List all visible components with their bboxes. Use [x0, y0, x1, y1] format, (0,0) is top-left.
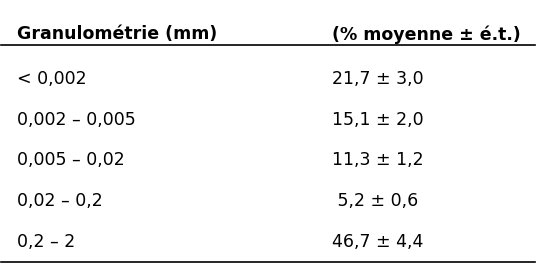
Text: 0,02 – 0,2: 0,02 – 0,2: [17, 192, 103, 210]
Text: < 0,002: < 0,002: [17, 70, 87, 88]
Text: 5,2 ± 0,6: 5,2 ± 0,6: [332, 192, 418, 210]
Text: 11,3 ± 1,2: 11,3 ± 1,2: [332, 151, 424, 169]
Text: 46,7 ± 4,4: 46,7 ± 4,4: [332, 233, 423, 251]
Text: 0,2 – 2: 0,2 – 2: [17, 233, 76, 251]
Text: 15,1 ± 2,0: 15,1 ± 2,0: [332, 111, 424, 129]
Text: Granulométrie (mm): Granulométrie (mm): [17, 25, 218, 43]
Text: 21,7 ± 3,0: 21,7 ± 3,0: [332, 70, 424, 88]
Text: 0,002 – 0,005: 0,002 – 0,005: [17, 111, 136, 129]
Text: (% moyenne ± é.t.): (% moyenne ± é.t.): [332, 25, 521, 44]
Text: 0,005 – 0,02: 0,005 – 0,02: [17, 151, 125, 169]
